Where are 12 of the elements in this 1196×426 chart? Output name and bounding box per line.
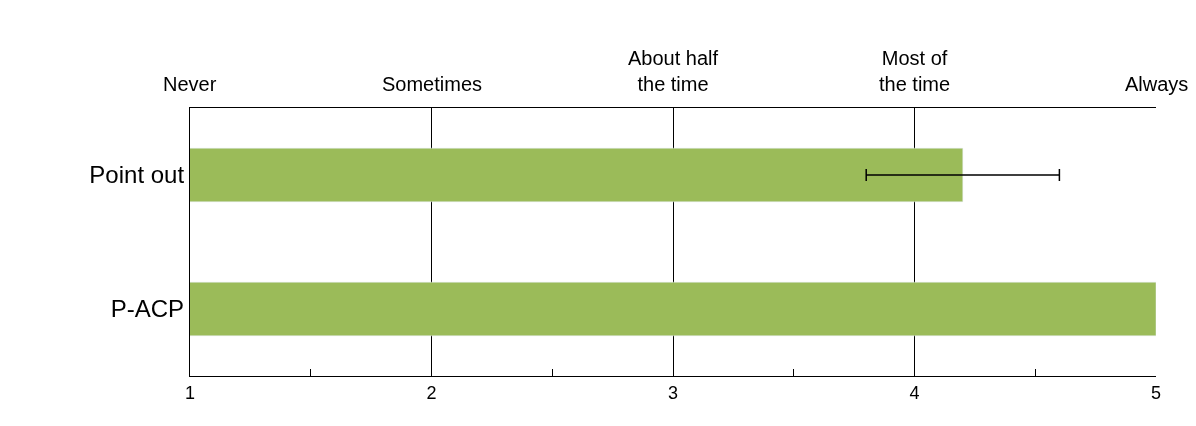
text: Sometimes (382, 73, 483, 95)
y-tick-label: Point out (89, 161, 185, 189)
y-tick-label: P-ACP (110, 295, 185, 323)
x-tick-label: 5 (1150, 382, 1162, 403)
text: About half the time (628, 47, 719, 95)
text: Never (163, 73, 217, 95)
x-tick-label: 1 (184, 382, 196, 403)
x-tick-label: 2 (426, 382, 437, 403)
x-tick-label: 4 (909, 382, 920, 403)
text: Always (1125, 73, 1189, 95)
text: Most of the time (879, 47, 951, 95)
x-tick-label: 3 (667, 382, 679, 403)
